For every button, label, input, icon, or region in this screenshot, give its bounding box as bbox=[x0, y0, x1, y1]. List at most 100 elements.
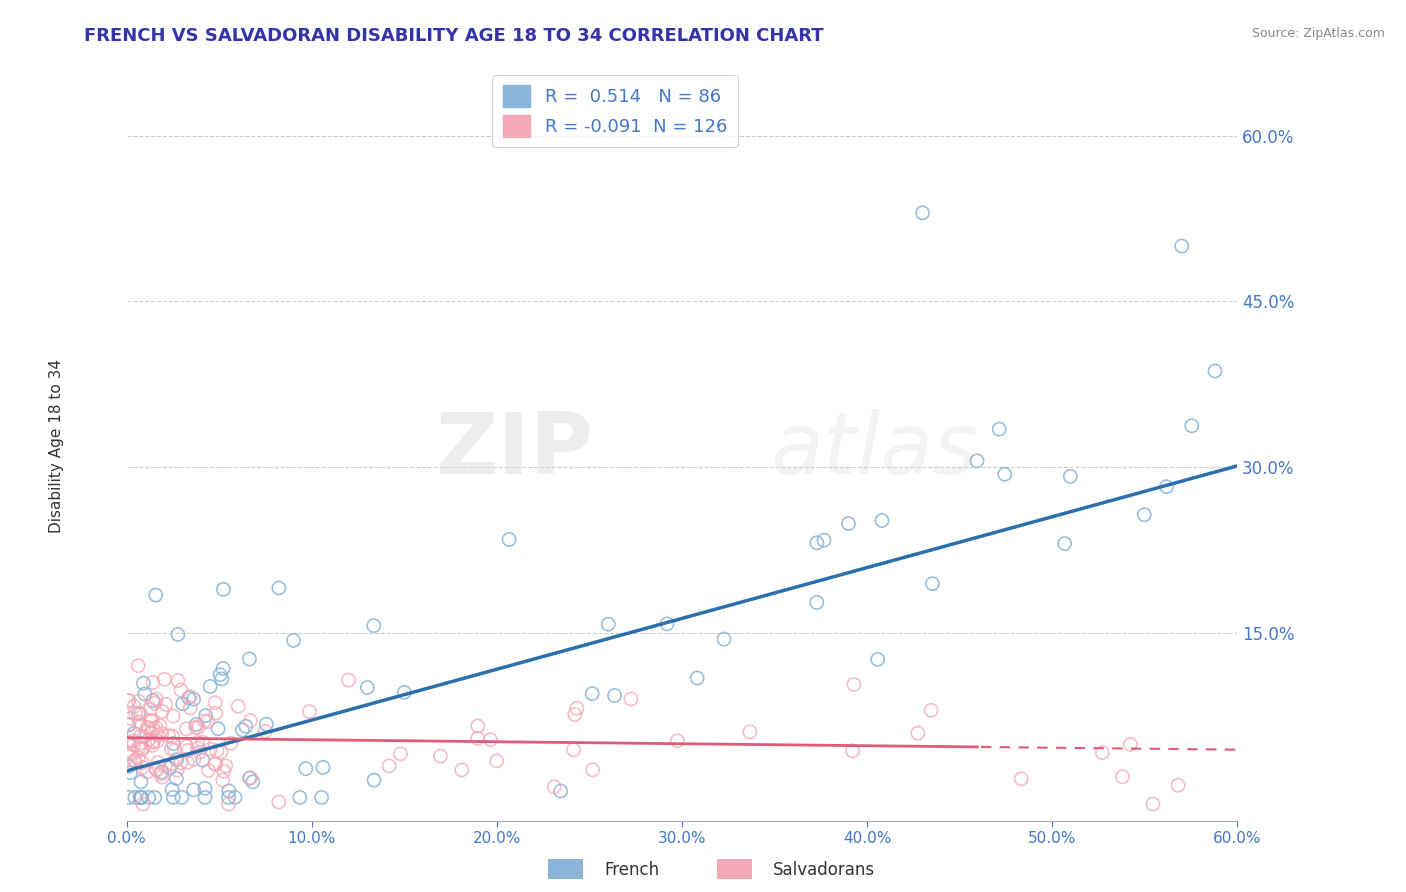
Point bbox=[176, 739, 198, 754]
Point bbox=[125, 706, 148, 721]
Point bbox=[211, 672, 233, 686]
Text: ZIP: ZIP bbox=[436, 409, 593, 492]
Text: atlas: atlas bbox=[770, 409, 979, 492]
Point bbox=[183, 692, 205, 706]
Point bbox=[1059, 469, 1081, 483]
Point bbox=[215, 759, 238, 773]
Point bbox=[145, 763, 167, 777]
Point bbox=[167, 627, 190, 641]
Point bbox=[806, 595, 828, 609]
Point bbox=[311, 790, 333, 805]
Point bbox=[179, 701, 201, 715]
Point bbox=[129, 706, 152, 721]
Point bbox=[1010, 772, 1032, 786]
Point bbox=[485, 754, 508, 768]
Point bbox=[337, 673, 360, 687]
Point bbox=[131, 760, 153, 774]
Text: Source: ZipAtlas.com: Source: ZipAtlas.com bbox=[1251, 27, 1385, 40]
Text: Salvadorans: Salvadorans bbox=[773, 861, 876, 879]
Point bbox=[117, 718, 139, 732]
Point bbox=[128, 706, 150, 721]
Point bbox=[176, 722, 198, 736]
Point bbox=[142, 735, 165, 749]
Point bbox=[162, 709, 184, 723]
Point bbox=[224, 790, 246, 805]
Point bbox=[686, 671, 709, 685]
Point bbox=[294, 762, 316, 776]
Point bbox=[738, 724, 761, 739]
Point bbox=[162, 729, 184, 743]
Point bbox=[197, 764, 219, 778]
Point bbox=[138, 790, 160, 805]
Point bbox=[988, 422, 1011, 436]
Point bbox=[117, 790, 139, 805]
Point bbox=[389, 747, 412, 761]
Point bbox=[837, 516, 859, 531]
Point bbox=[267, 581, 290, 595]
Point bbox=[204, 756, 226, 771]
Point bbox=[581, 687, 603, 701]
Point bbox=[498, 533, 520, 547]
Point bbox=[1091, 746, 1114, 760]
Point bbox=[172, 697, 194, 711]
Point bbox=[363, 618, 385, 632]
Point bbox=[143, 696, 166, 710]
Point bbox=[129, 729, 152, 743]
Point bbox=[129, 790, 152, 805]
Point bbox=[1167, 778, 1189, 792]
Point bbox=[603, 689, 626, 703]
Point bbox=[1053, 536, 1076, 550]
Point bbox=[124, 790, 146, 805]
Point bbox=[239, 714, 262, 728]
Point bbox=[183, 782, 205, 797]
Point bbox=[191, 735, 214, 749]
Point bbox=[209, 667, 232, 681]
Point bbox=[238, 652, 260, 666]
Point bbox=[121, 734, 143, 748]
Point bbox=[148, 728, 170, 742]
Point bbox=[226, 699, 249, 714]
Point bbox=[146, 734, 169, 748]
Point bbox=[170, 756, 193, 770]
Point bbox=[866, 652, 889, 666]
Point bbox=[312, 760, 335, 774]
Point bbox=[162, 756, 184, 771]
Point bbox=[166, 764, 188, 778]
Point bbox=[155, 698, 177, 712]
Point bbox=[194, 781, 217, 796]
Point bbox=[1142, 797, 1164, 811]
Point bbox=[170, 683, 193, 698]
Point bbox=[467, 719, 489, 733]
Text: Disability Age 18 to 34: Disability Age 18 to 34 bbox=[49, 359, 63, 533]
Point bbox=[204, 696, 226, 710]
Point bbox=[842, 677, 865, 691]
Point bbox=[136, 721, 159, 735]
Point bbox=[117, 693, 139, 707]
Point bbox=[363, 773, 385, 788]
Point bbox=[239, 771, 262, 785]
Point bbox=[813, 533, 835, 548]
Point bbox=[620, 692, 643, 706]
Point bbox=[183, 752, 205, 766]
Point bbox=[132, 741, 155, 756]
Point bbox=[124, 753, 146, 767]
Point bbox=[205, 744, 228, 758]
Point bbox=[150, 727, 173, 741]
Point bbox=[218, 784, 240, 798]
Point bbox=[994, 467, 1017, 482]
Point bbox=[1111, 770, 1133, 784]
Point bbox=[159, 761, 181, 775]
Point bbox=[124, 755, 146, 769]
Point bbox=[128, 740, 150, 755]
Point bbox=[429, 749, 451, 764]
Point bbox=[138, 721, 160, 735]
Point bbox=[179, 690, 201, 704]
Point bbox=[184, 720, 207, 734]
Point bbox=[129, 790, 152, 805]
Point bbox=[150, 770, 173, 784]
Point bbox=[218, 797, 240, 811]
Point bbox=[121, 746, 143, 760]
Point bbox=[143, 790, 166, 805]
Point bbox=[177, 690, 200, 705]
Point bbox=[177, 743, 200, 757]
